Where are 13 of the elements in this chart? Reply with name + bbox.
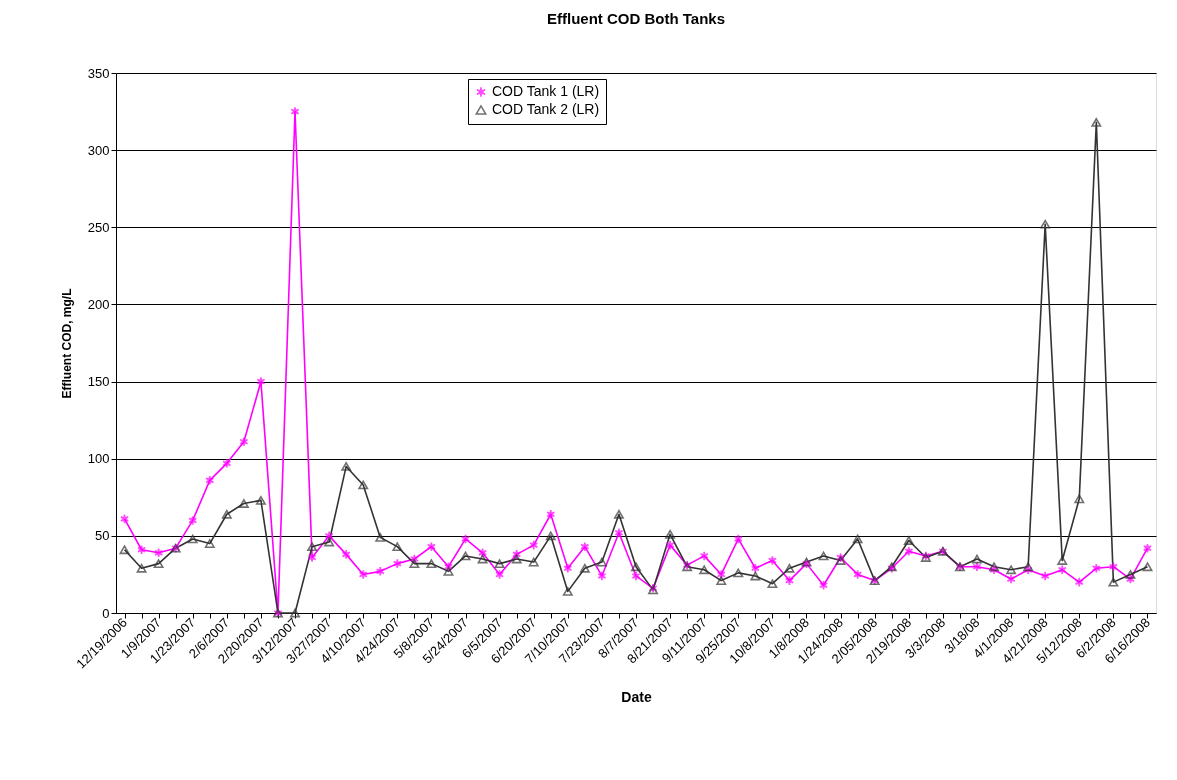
legend-label: COD Tank 2 (LR) <box>492 101 600 117</box>
y-tick-label: 0 <box>102 605 110 621</box>
y-tick-label: 350 <box>87 65 110 81</box>
y-tick-label: 150 <box>87 374 110 390</box>
y-tick-label: 100 <box>87 451 110 467</box>
legend-label: COD Tank 1 (LR) <box>492 83 600 99</box>
y-axis-title: Effluent COD, mg/L <box>59 288 74 399</box>
y-tick-label: 300 <box>87 142 110 158</box>
chart-title: Effluent COD Both Tanks <box>546 10 726 27</box>
y-tick-label: 200 <box>87 296 110 312</box>
y-tick-label: 250 <box>87 219 110 235</box>
y-tick-label: 50 <box>95 528 110 544</box>
x-axis-title: Date <box>621 689 652 706</box>
